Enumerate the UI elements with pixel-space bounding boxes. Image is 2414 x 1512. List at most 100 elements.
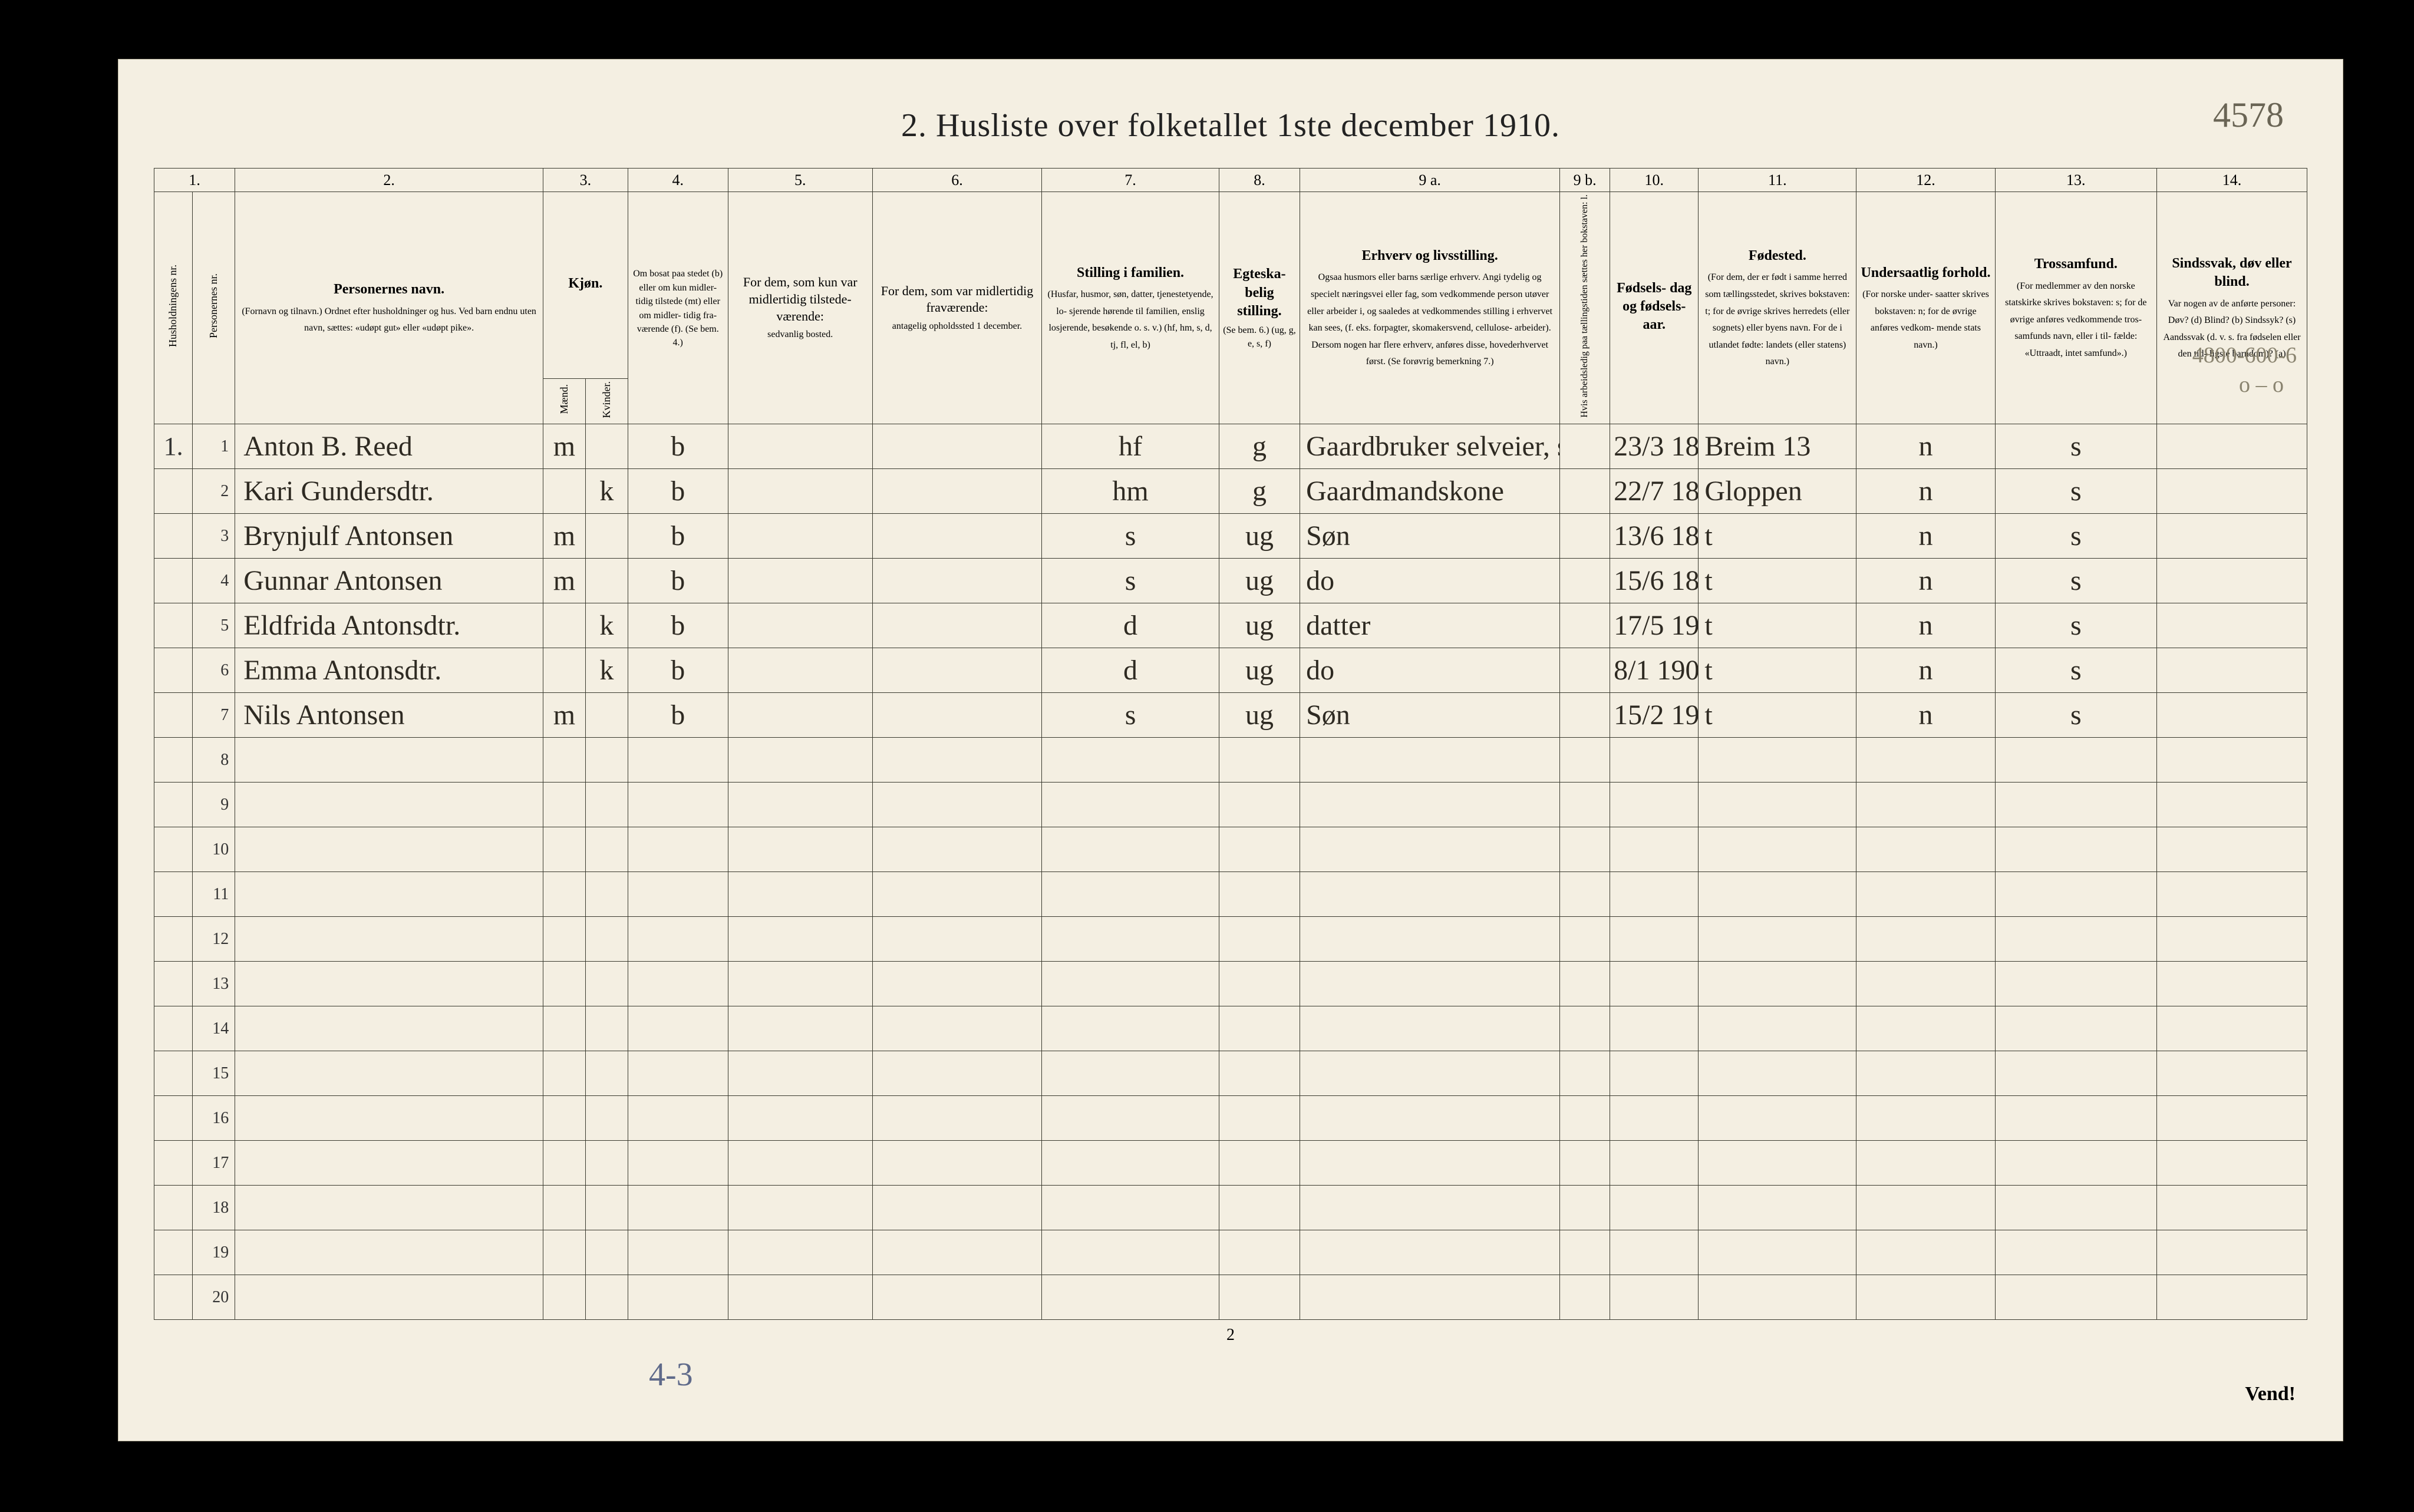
cell-household-no <box>154 603 193 648</box>
cell-residence <box>628 1096 728 1141</box>
cell-occupation: datter <box>1300 603 1560 648</box>
cell-residence <box>628 827 728 872</box>
cell-person-no: 8 <box>193 738 235 783</box>
cell-birthplace <box>1699 1051 1856 1096</box>
cell-marital: g <box>1219 424 1300 469</box>
cell-name <box>235 1006 543 1051</box>
cell-household-no <box>154 1051 193 1096</box>
cell-unemployed <box>1560 469 1610 514</box>
cell-birthplace: Breim 13 <box>1699 424 1856 469</box>
cell-person-no: 6 <box>193 648 235 693</box>
cell-residence <box>628 1051 728 1096</box>
cell-disability <box>2157 827 2307 872</box>
cell-religion: s <box>1995 603 2156 648</box>
cell-religion <box>1995 827 2156 872</box>
cell-birthdate <box>1610 738 1699 783</box>
cell-marital: ug <box>1219 559 1300 603</box>
cell-temp-present <box>728 1275 872 1320</box>
cell-disability <box>2157 603 2307 648</box>
cell-marital <box>1219 1096 1300 1141</box>
cell-person-no: 9 <box>193 783 235 827</box>
cell-religion <box>1995 1141 2156 1186</box>
table-row: 17 <box>154 1141 2307 1186</box>
cell-temp-present <box>728 827 872 872</box>
cell-birthplace: t <box>1699 648 1856 693</box>
cell-nationality <box>1856 1275 1995 1320</box>
cell-household-no <box>154 1096 193 1141</box>
cell-household-no <box>154 738 193 783</box>
cell-occupation: Søn <box>1300 693 1560 738</box>
cell-birthdate <box>1610 1006 1699 1051</box>
cell-sex-m <box>543 917 586 962</box>
cell-birthplace <box>1699 917 1856 962</box>
cell-temp-absent <box>872 1275 1042 1320</box>
cell-household-no: 1. <box>154 424 193 469</box>
cell-name: Nils Antonsen <box>235 693 543 738</box>
cell-residence: b <box>628 693 728 738</box>
cell-unemployed <box>1560 917 1610 962</box>
cell-temp-absent <box>872 648 1042 693</box>
colnum-11: 11. <box>1699 169 1856 192</box>
cell-temp-present <box>728 424 872 469</box>
cell-birthdate: 17/5 1901 <box>1610 603 1699 648</box>
cell-disability <box>2157 962 2307 1006</box>
table-body: 1.1Anton B. ReedmbhfgGaardbruker selveie… <box>154 424 2307 1320</box>
cell-household-no <box>154 962 193 1006</box>
cell-household-no <box>154 827 193 872</box>
cell-family-position <box>1042 1275 1219 1320</box>
hdr-religion-main: Trossamfund. <box>1999 255 2153 273</box>
cell-temp-present <box>728 1051 872 1096</box>
table-row: 6Emma Antonsdtr.kbdugdo8/1 1903tns <box>154 648 2307 693</box>
cell-temp-present <box>728 738 872 783</box>
table-row: 5Eldfrida Antonsdtr.kbdugdatter17/5 1901… <box>154 603 2307 648</box>
cell-nationality <box>1856 783 1995 827</box>
hdr-nationality-sub: (For norske under- saatter skrives bokst… <box>1862 289 1989 350</box>
cell-temp-absent <box>872 1051 1042 1096</box>
table-row: 19 <box>154 1230 2307 1275</box>
cell-birthplace: t <box>1699 559 1856 603</box>
cell-marital <box>1219 1230 1300 1275</box>
cell-temp-present <box>728 783 872 827</box>
cell-unemployed <box>1560 962 1610 1006</box>
cell-temp-absent <box>872 424 1042 469</box>
census-table: 1. 2. 3. 4. 5. 6. 7. 8. 9 a. 9 b. 10. 11… <box>154 168 2307 1320</box>
cell-religion: s <box>1995 424 2156 469</box>
cell-person-no: 14 <box>193 1006 235 1051</box>
cell-name <box>235 1230 543 1275</box>
cell-unemployed <box>1560 693 1610 738</box>
cell-family-position <box>1042 962 1219 1006</box>
cell-nationality <box>1856 1230 1995 1275</box>
cell-occupation <box>1300 827 1560 872</box>
cell-name: Eldfrida Antonsdtr. <box>235 603 543 648</box>
cell-temp-absent <box>872 469 1042 514</box>
cell-marital <box>1219 1275 1300 1320</box>
cell-birthplace: t <box>1699 603 1856 648</box>
cell-religion <box>1995 872 2156 917</box>
cell-sex-m: m <box>543 559 586 603</box>
cell-nationality: n <box>1856 469 1995 514</box>
colnum-6: 6. <box>872 169 1042 192</box>
cell-person-no: 10 <box>193 827 235 872</box>
colnum-13: 13. <box>1995 169 2156 192</box>
cell-disability <box>2157 514 2307 559</box>
cell-sex-k: k <box>585 469 628 514</box>
cell-sex-m <box>543 603 586 648</box>
cell-marital: ug <box>1219 693 1300 738</box>
cell-unemployed <box>1560 1141 1610 1186</box>
cell-unemployed <box>1560 424 1610 469</box>
cell-household-no <box>154 559 193 603</box>
cell-household-no <box>154 1230 193 1275</box>
colnum-7: 7. <box>1042 169 1219 192</box>
cell-name <box>235 1141 543 1186</box>
scan-frame: 4578 4800-600-6 o – o 2. Husliste over f… <box>0 0 2414 1512</box>
cell-disability <box>2157 738 2307 783</box>
cell-unemployed <box>1560 1051 1610 1096</box>
cell-family-position <box>1042 738 1219 783</box>
cell-residence: b <box>628 603 728 648</box>
table-row: 1.1Anton B. ReedmbhfgGaardbruker selveie… <box>154 424 2307 469</box>
cell-birthdate: 15/6 1899 <box>1610 559 1699 603</box>
cell-disability <box>2157 1006 2307 1051</box>
hdr-temp-absent-main: For dem, som var midlertidig fraværende: <box>881 283 1033 315</box>
page-corner-number: 4578 <box>2213 95 2284 136</box>
cell-occupation <box>1300 917 1560 962</box>
